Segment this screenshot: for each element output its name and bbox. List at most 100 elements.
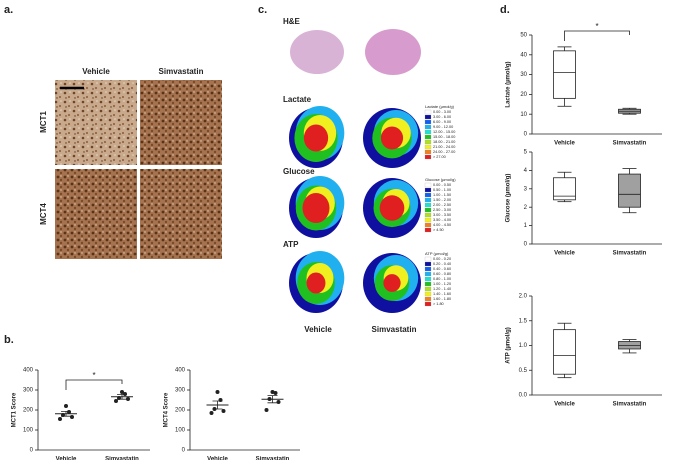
data-point xyxy=(276,400,281,404)
y-tick-label: 1.5 xyxy=(519,318,528,324)
legend-swatch xyxy=(424,266,432,272)
legend-swatch xyxy=(424,119,432,125)
legend-label: 0.60 - 0.80 xyxy=(433,272,451,276)
heatmap-region xyxy=(302,193,330,223)
legend-swatch xyxy=(424,192,432,198)
panel-label: a. xyxy=(4,4,13,16)
legend-label: 1.40 - 1.60 xyxy=(433,292,451,296)
data-point xyxy=(64,404,68,408)
legend-swatch xyxy=(424,217,432,223)
y-tick-label: 300 xyxy=(23,388,34,394)
column-header: Vehicle xyxy=(82,67,110,76)
error-bar xyxy=(267,395,278,404)
legend-swatch xyxy=(424,276,432,282)
map-row-label: Glucose xyxy=(283,167,315,176)
map-column-label: Vehicle xyxy=(304,325,332,334)
y-tick-label: 50 xyxy=(520,33,527,39)
heatmap-region xyxy=(383,274,401,292)
heatmaps xyxy=(289,106,421,313)
y-tick-label: 4 xyxy=(524,168,528,174)
heatmap-region xyxy=(379,195,405,221)
legend-swatch xyxy=(424,202,432,208)
y-tick-label: 3 xyxy=(524,186,528,192)
heatmap-region xyxy=(380,126,404,150)
legend-label: 6.00 - 9.00 xyxy=(433,120,451,124)
axis xyxy=(531,35,662,135)
y-axis-label: Lactate (µmol/g) xyxy=(506,61,512,107)
box xyxy=(618,173,641,208)
x-tick-label: Vehicle xyxy=(207,457,228,460)
micrographs xyxy=(55,80,222,259)
error-bar xyxy=(212,400,223,410)
legend-title: ATP (µmol/g) xyxy=(425,251,449,256)
legend-label: 9.00 - 12.00 xyxy=(433,125,453,129)
legend-label: 2.00 - 2.50 xyxy=(433,203,451,207)
y-axis-label: MCT4 Score xyxy=(164,392,170,427)
x-tick-label: Vehicle xyxy=(554,402,575,408)
x-tick-label: Simvastatin xyxy=(105,457,139,460)
legend-label: > 27.00 xyxy=(433,155,446,159)
y-tick-label: 2 xyxy=(524,205,528,211)
legend-title: Glucose (µmol/g) xyxy=(425,177,456,182)
data-point xyxy=(270,390,275,394)
y-tick-label: 100 xyxy=(175,428,186,434)
legend-swatch xyxy=(424,129,432,135)
legend-label: 0.00 - 3.00 xyxy=(433,110,451,114)
x-tick-label: Vehicle xyxy=(554,251,575,257)
legend-label: > 1.80 xyxy=(433,302,444,306)
legend-swatch xyxy=(424,227,432,233)
x-tick-label: Vehicle xyxy=(554,141,575,147)
legend-label: 0.20 - 0.40 xyxy=(433,262,451,266)
x-tick-label: Simvastatin xyxy=(613,402,647,408)
legend-label: 0.50 - 1.00 xyxy=(433,188,451,192)
y-tick-label: 400 xyxy=(23,368,34,374)
image-mct4-simvastatin xyxy=(140,169,222,259)
y-tick-label: 10 xyxy=(520,112,527,118)
legend-label: > 4.50 xyxy=(433,228,444,232)
box xyxy=(553,50,576,99)
y-tick-label: 100 xyxy=(23,428,34,434)
axis xyxy=(189,370,300,451)
legend-swatch xyxy=(424,187,432,193)
y-tick-label: 1.0 xyxy=(519,343,528,349)
axis xyxy=(531,296,662,396)
x-tick-label: Vehicle xyxy=(56,457,77,460)
panel-label: b. xyxy=(4,334,14,346)
data-point xyxy=(120,390,124,394)
y-tick-label: 400 xyxy=(175,368,186,374)
legend-swatch xyxy=(424,139,432,145)
legend-swatch xyxy=(424,271,432,277)
significance-label: * xyxy=(595,22,598,31)
legend-swatch xyxy=(424,197,432,203)
x-tick-label: Simvastatin xyxy=(256,457,290,460)
data-point xyxy=(221,409,226,413)
legend-label: 3.00 - 3.50 xyxy=(433,213,451,217)
legend-label: 2.50 - 3.00 xyxy=(433,208,451,212)
heatmap-region xyxy=(303,124,329,152)
legend-swatch xyxy=(424,134,432,140)
data-point xyxy=(264,408,269,412)
legend-label: 1.00 - 1.20 xyxy=(433,282,451,286)
legend-swatch xyxy=(424,301,432,307)
y-tick-label: 30 xyxy=(520,72,527,78)
legend-label: 0.80 - 1.00 xyxy=(433,277,451,281)
data-point xyxy=(70,415,74,419)
data-point xyxy=(209,411,214,415)
legend-swatch xyxy=(424,222,432,228)
y-tick-label: 200 xyxy=(175,408,186,414)
he-vehicle xyxy=(290,30,344,74)
he-simvastatin xyxy=(365,29,421,75)
y-tick-label: 0.0 xyxy=(519,393,528,399)
axis xyxy=(531,152,662,245)
image-mct1-simvastatin xyxy=(140,80,222,165)
y-tick-label: 1 xyxy=(524,223,528,229)
legend-label: 1.00 - 1.50 xyxy=(433,193,451,197)
map-row-label: H&E xyxy=(283,17,301,26)
axis xyxy=(37,370,150,451)
legend-label: 4.00 - 4.50 xyxy=(433,223,451,227)
y-axis-label: ATP (µmol/g) xyxy=(506,327,512,364)
significance-label: * xyxy=(92,371,95,380)
legend-swatch xyxy=(424,281,432,287)
legend-label: 18.00 - 21.00 xyxy=(433,140,455,144)
legend-swatch xyxy=(424,261,432,267)
